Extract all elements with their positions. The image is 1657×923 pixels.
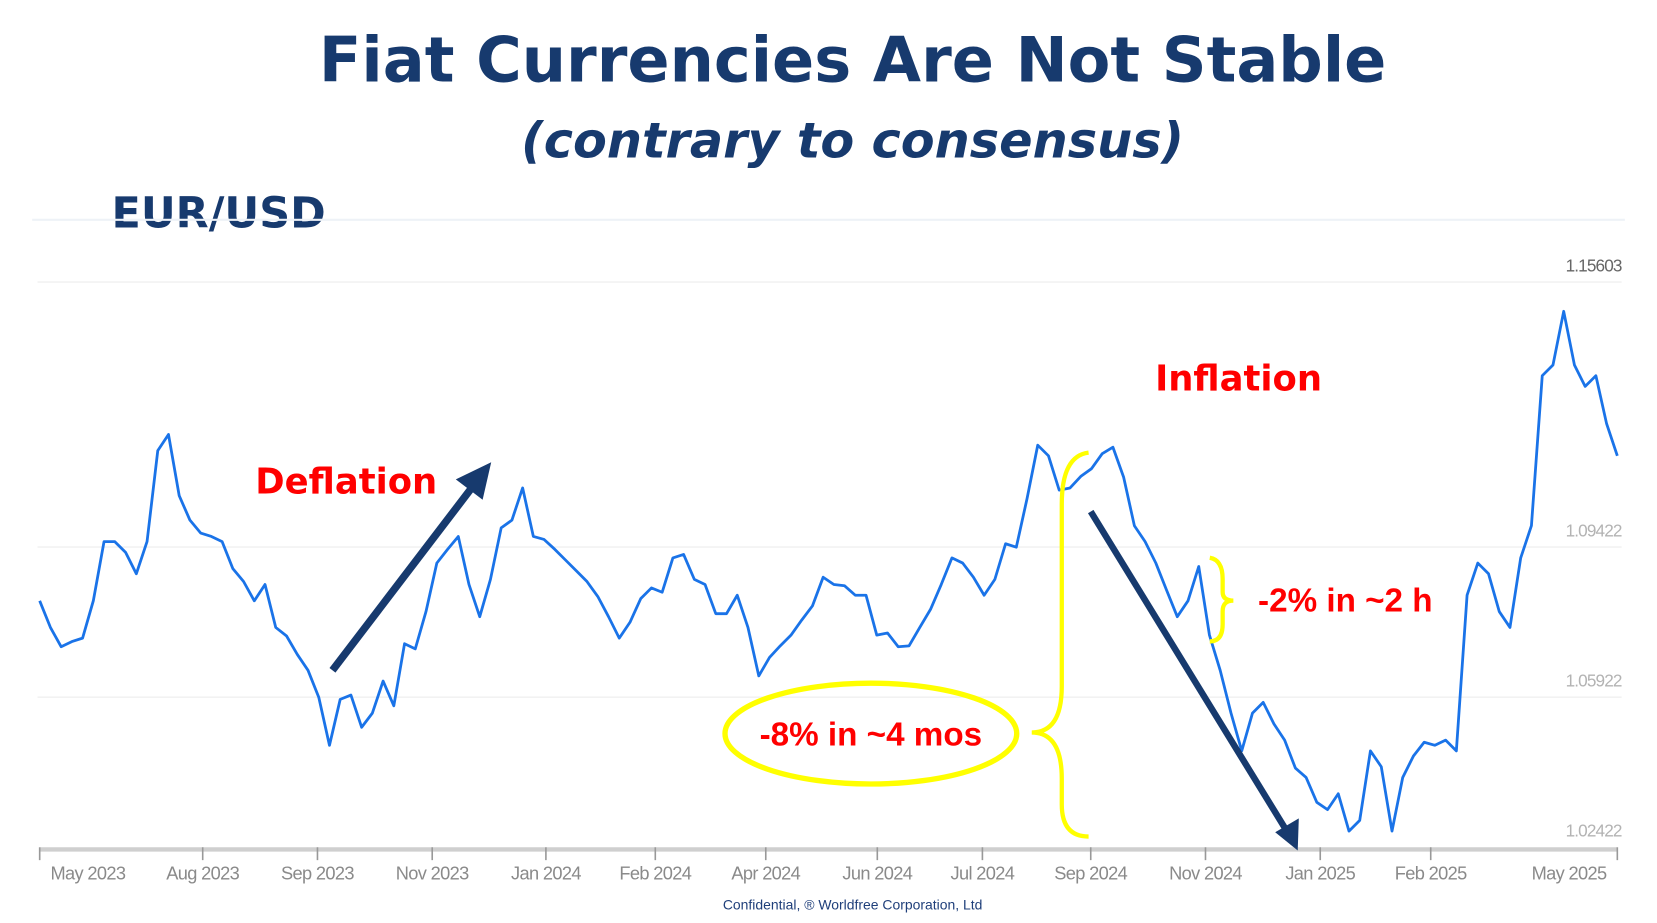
- large-brace: [1031, 450, 1090, 839]
- x-tick-label: Jan 2025: [1285, 862, 1355, 883]
- small-brace: [1209, 555, 1234, 644]
- footer-confidential: Confidential, ® Worldfree Corporation, L…: [722, 896, 983, 913]
- x-tick-label: Nov 2024: [1169, 862, 1242, 883]
- x-tick-label: Apr 2024: [731, 862, 800, 883]
- slide-subtitle: (contrary to consensus): [521, 111, 1185, 170]
- x-tick-label: Jul 2024: [951, 862, 1015, 883]
- y-tick-label: 1.09422: [1566, 520, 1622, 540]
- x-tick-label: Jan 2024: [511, 862, 581, 883]
- x-tick-label: Feb 2025: [1395, 862, 1467, 883]
- deflation-arrow: [329, 462, 492, 673]
- currency-pair-label: EUR/USD: [111, 188, 326, 239]
- x-tick-label: Feb 2024: [619, 862, 691, 883]
- x-tick-label: Sep 2023: [281, 862, 354, 883]
- eurusd-series-line: [38, 309, 1619, 833]
- x-tick-label: Nov 2023: [396, 862, 469, 883]
- x-tick-label: May 2023: [51, 862, 126, 883]
- x-tick-label: Jun 2024: [842, 862, 912, 883]
- x-tick-label: Sep 2024: [1054, 862, 1127, 883]
- y-tick-label: 1.15603: [1566, 255, 1622, 275]
- drop-short-label: -2% in ~2 h: [1258, 582, 1433, 619]
- slide-title: Fiat Currencies Are Not Stable: [318, 23, 1387, 97]
- y-tick-label: 1.02422: [1566, 821, 1622, 841]
- drop-long-label: -8% in ~4 mos: [760, 716, 983, 753]
- highlight-ellipse: [722, 680, 1020, 787]
- inflation-arrow: [1087, 509, 1299, 851]
- deflation-label: Deflation: [255, 461, 437, 502]
- x-tick-label: May 2025: [1532, 862, 1607, 883]
- inflation-label: Inflation: [1155, 358, 1322, 399]
- y-tick-label: 1.05922: [1566, 670, 1622, 690]
- x-tick-label: Aug 2023: [166, 862, 239, 883]
